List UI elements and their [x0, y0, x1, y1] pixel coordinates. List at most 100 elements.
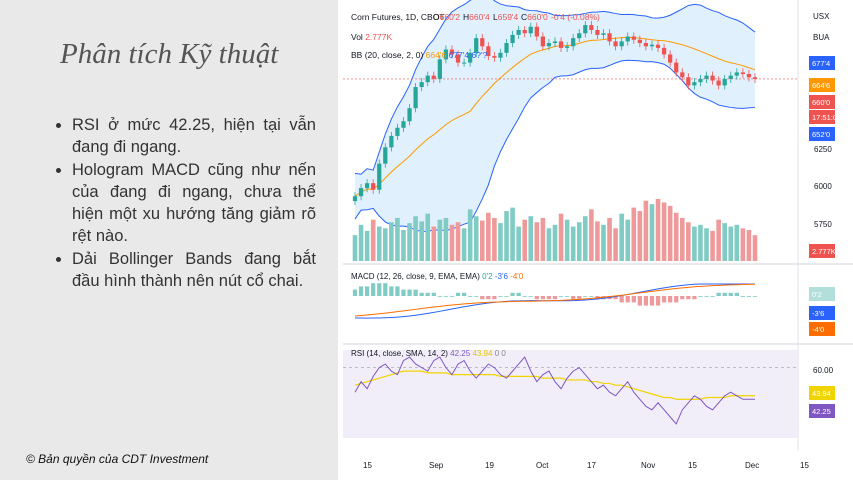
ohlc-o: O660'2: [433, 12, 460, 22]
price-tag: 2.777K: [812, 247, 836, 256]
macd-hist-bar: [516, 292, 521, 296]
macd-hist-bar: [407, 289, 412, 296]
macd-hist-bar: [534, 296, 539, 300]
volume-bar: [449, 224, 455, 261]
macd-tag: -3'6: [812, 309, 824, 318]
price-tag: 664'6: [812, 81, 830, 90]
candle-body: [371, 183, 376, 190]
candle-body: [419, 82, 424, 88]
chart-svg: 6250 6000 5750 677'4 664'6 660'0 17:51:06 652'0…: [343, 0, 853, 480]
volume-bar: [516, 226, 521, 261]
time-axis-label: Dec: [745, 461, 759, 470]
macd-hist-bar: [389, 286, 394, 296]
volume-bar: [728, 226, 734, 261]
volume-bar: [510, 207, 515, 261]
rsi-axis-60: 60.00: [813, 366, 834, 375]
candle-body: [425, 75, 430, 83]
macd-hist-bar: [522, 296, 527, 297]
volume-bar: [486, 212, 491, 261]
volume-bar: [746, 230, 752, 261]
tradingview-chart: 6250 6000 5750 677'4 664'6 660'0 17:51:06 652'0…: [343, 0, 853, 480]
volume-bar: [704, 228, 709, 261]
copyright-note: © Bản quyền của CDT Investment: [26, 452, 209, 466]
candle-body: [643, 43, 649, 47]
volume-bar: [692, 226, 697, 261]
candle-body: [607, 33, 612, 42]
macd-hist-bar: [486, 296, 491, 300]
candle-body: [510, 34, 515, 44]
volume-bar: [667, 205, 673, 261]
candle-body: [746, 74, 752, 78]
candle-body: [583, 25, 588, 34]
macd-hist-bar: [449, 296, 455, 297]
candle-body: [752, 77, 758, 79]
macd-hist-bar: [674, 296, 679, 303]
macd-hist-bar: [698, 296, 703, 297]
macd-hist-bar: [443, 296, 449, 297]
bullet-rsi: RSI ở mức 42.25, hiện tại vẫn đang đi ng…: [72, 114, 316, 158]
candle-body: [389, 135, 394, 148]
candle-body: [437, 59, 442, 79]
volume-bar: [413, 216, 418, 261]
time-axis-label: 17: [587, 461, 596, 470]
volume-bar: [722, 223, 727, 261]
candle-body: [558, 41, 564, 48]
volume-bar: [649, 204, 655, 261]
macd-hist-bar: [365, 286, 370, 296]
macd-hist-bar: [589, 296, 594, 297]
volume-bar: [467, 209, 473, 261]
macd-hist-bar: [716, 292, 721, 296]
ohlc-change: -0'4 (-0.08%): [551, 12, 600, 22]
candle-body: [546, 43, 552, 47]
macd-hist-bar: [740, 296, 745, 297]
price-tag-bg: [809, 78, 835, 92]
candle-body: [661, 47, 667, 55]
macd-hist-bar: [680, 296, 685, 300]
candle-body: [619, 41, 624, 47]
volume-bar: [716, 219, 721, 261]
rsi-sma-tag-bg: [809, 386, 835, 400]
macd-hist-bar: [746, 296, 752, 297]
candle-body: [540, 36, 545, 47]
macd-label: MACD (12, 26, close, 9, EMA, EMA) 0'2 -3…: [351, 272, 524, 281]
candle-body: [395, 127, 400, 136]
volume-bar: [534, 222, 540, 261]
volume-bar: [395, 217, 400, 261]
candle-body: [474, 38, 479, 53]
time-axis-label: Sep: [429, 461, 444, 470]
ohlc-c: C660'0: [521, 12, 548, 22]
macd-hist-bar: [504, 296, 509, 297]
volume-bar: [479, 220, 485, 261]
volume-bar: [370, 219, 376, 261]
volume-bar: [643, 200, 649, 261]
price-tag: 652'0: [812, 130, 830, 139]
currency-label: USX: [813, 12, 830, 21]
vol-label: Vol 2.777K: [351, 32, 392, 42]
candle-body: [461, 62, 467, 64]
macd-hist-bar: [461, 292, 467, 296]
volume-bar: [752, 235, 758, 261]
volume-bar: [637, 211, 643, 261]
candle-body: [383, 147, 388, 164]
macd-tag: -4'0: [812, 325, 824, 334]
macd-hist-bar: [419, 292, 424, 296]
volume-bar: [583, 216, 588, 261]
ohlc-l: L659'4: [493, 12, 519, 22]
price-tag: 660'0: [812, 98, 830, 107]
candle-body: [552, 41, 558, 44]
macd-hist-bar: [655, 296, 661, 306]
volume-bar: [528, 216, 534, 261]
volume-bar: [401, 230, 406, 261]
macd-tag: 0'2: [812, 290, 822, 299]
rsi-background: [343, 350, 798, 438]
candle-body: [413, 87, 418, 109]
macd-hist-bar: [468, 296, 473, 297]
candle-body: [480, 38, 485, 47]
volume-bar: [564, 219, 570, 261]
time-axis-label: 15: [800, 461, 809, 470]
candle-body: [637, 39, 642, 44]
macd-hist-bar: [528, 296, 533, 297]
macd-hist-bar: [649, 296, 655, 306]
volume-bar: [570, 226, 576, 261]
time-axis-label: Oct: [536, 461, 549, 470]
